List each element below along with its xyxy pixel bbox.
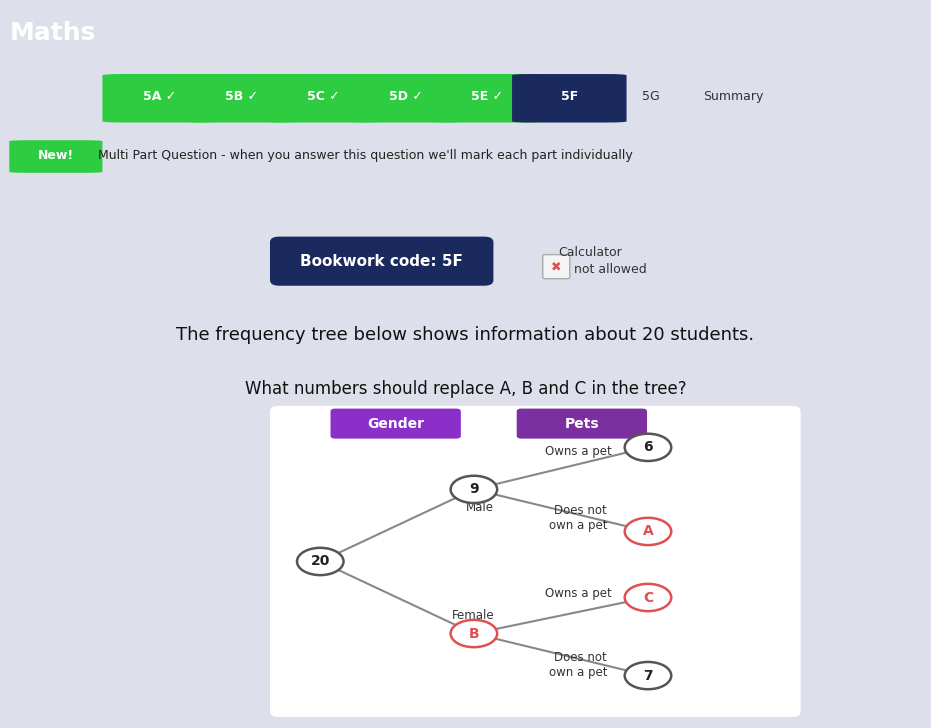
Text: 20: 20 bbox=[311, 555, 330, 569]
Text: Gender: Gender bbox=[367, 416, 425, 430]
Text: 9: 9 bbox=[469, 483, 479, 496]
FancyBboxPatch shape bbox=[266, 74, 381, 122]
Text: B: B bbox=[468, 627, 479, 641]
Text: The frequency tree below shows information about 20 students.: The frequency tree below shows informati… bbox=[177, 326, 754, 344]
FancyBboxPatch shape bbox=[512, 74, 627, 122]
Circle shape bbox=[625, 584, 671, 612]
Text: Owns a pet: Owns a pet bbox=[546, 446, 612, 459]
Circle shape bbox=[297, 547, 344, 575]
FancyBboxPatch shape bbox=[184, 74, 299, 122]
FancyBboxPatch shape bbox=[430, 74, 545, 122]
Text: Multi Part Question - when you answer this question we'll mark each part individ: Multi Part Question - when you answer th… bbox=[98, 149, 632, 162]
Text: 6: 6 bbox=[643, 440, 653, 454]
Text: Calculator: Calculator bbox=[559, 247, 622, 259]
Text: 5B ✓: 5B ✓ bbox=[225, 90, 258, 103]
Text: 5F: 5F bbox=[560, 90, 578, 103]
Text: 5D ✓: 5D ✓ bbox=[388, 90, 423, 103]
Text: Does not
own a pet: Does not own a pet bbox=[548, 504, 607, 532]
Text: Summary: Summary bbox=[703, 90, 763, 103]
Text: ✖: ✖ bbox=[551, 260, 561, 273]
Circle shape bbox=[451, 620, 497, 647]
Text: not allowed: not allowed bbox=[574, 263, 647, 276]
Text: Bookwork code: 5F: Bookwork code: 5F bbox=[301, 253, 463, 269]
Text: 5E ✓: 5E ✓ bbox=[471, 90, 504, 103]
Text: Maths: Maths bbox=[9, 21, 96, 44]
FancyBboxPatch shape bbox=[9, 141, 102, 173]
Text: Does not
own a pet: Does not own a pet bbox=[548, 651, 607, 679]
FancyBboxPatch shape bbox=[517, 408, 647, 438]
Text: 5G: 5G bbox=[642, 90, 660, 103]
FancyBboxPatch shape bbox=[348, 74, 463, 122]
Text: Pets: Pets bbox=[564, 416, 600, 430]
Text: 7: 7 bbox=[643, 668, 653, 683]
Text: Male: Male bbox=[466, 501, 494, 514]
Circle shape bbox=[625, 518, 671, 545]
Text: What numbers should replace A, B and C in the tree?: What numbers should replace A, B and C i… bbox=[245, 381, 686, 398]
Text: C: C bbox=[642, 590, 654, 604]
FancyBboxPatch shape bbox=[102, 74, 217, 122]
FancyBboxPatch shape bbox=[331, 408, 461, 438]
FancyBboxPatch shape bbox=[270, 405, 801, 717]
Circle shape bbox=[625, 434, 671, 461]
Text: 5A ✓: 5A ✓ bbox=[143, 90, 176, 103]
Text: Female: Female bbox=[452, 609, 494, 622]
Circle shape bbox=[625, 662, 671, 689]
FancyBboxPatch shape bbox=[270, 237, 493, 285]
Text: Owns a pet: Owns a pet bbox=[546, 587, 612, 599]
FancyBboxPatch shape bbox=[543, 255, 570, 279]
Circle shape bbox=[451, 476, 497, 503]
Text: New!: New! bbox=[38, 149, 74, 162]
Text: A: A bbox=[642, 524, 654, 539]
Text: 5C ✓: 5C ✓ bbox=[307, 90, 340, 103]
